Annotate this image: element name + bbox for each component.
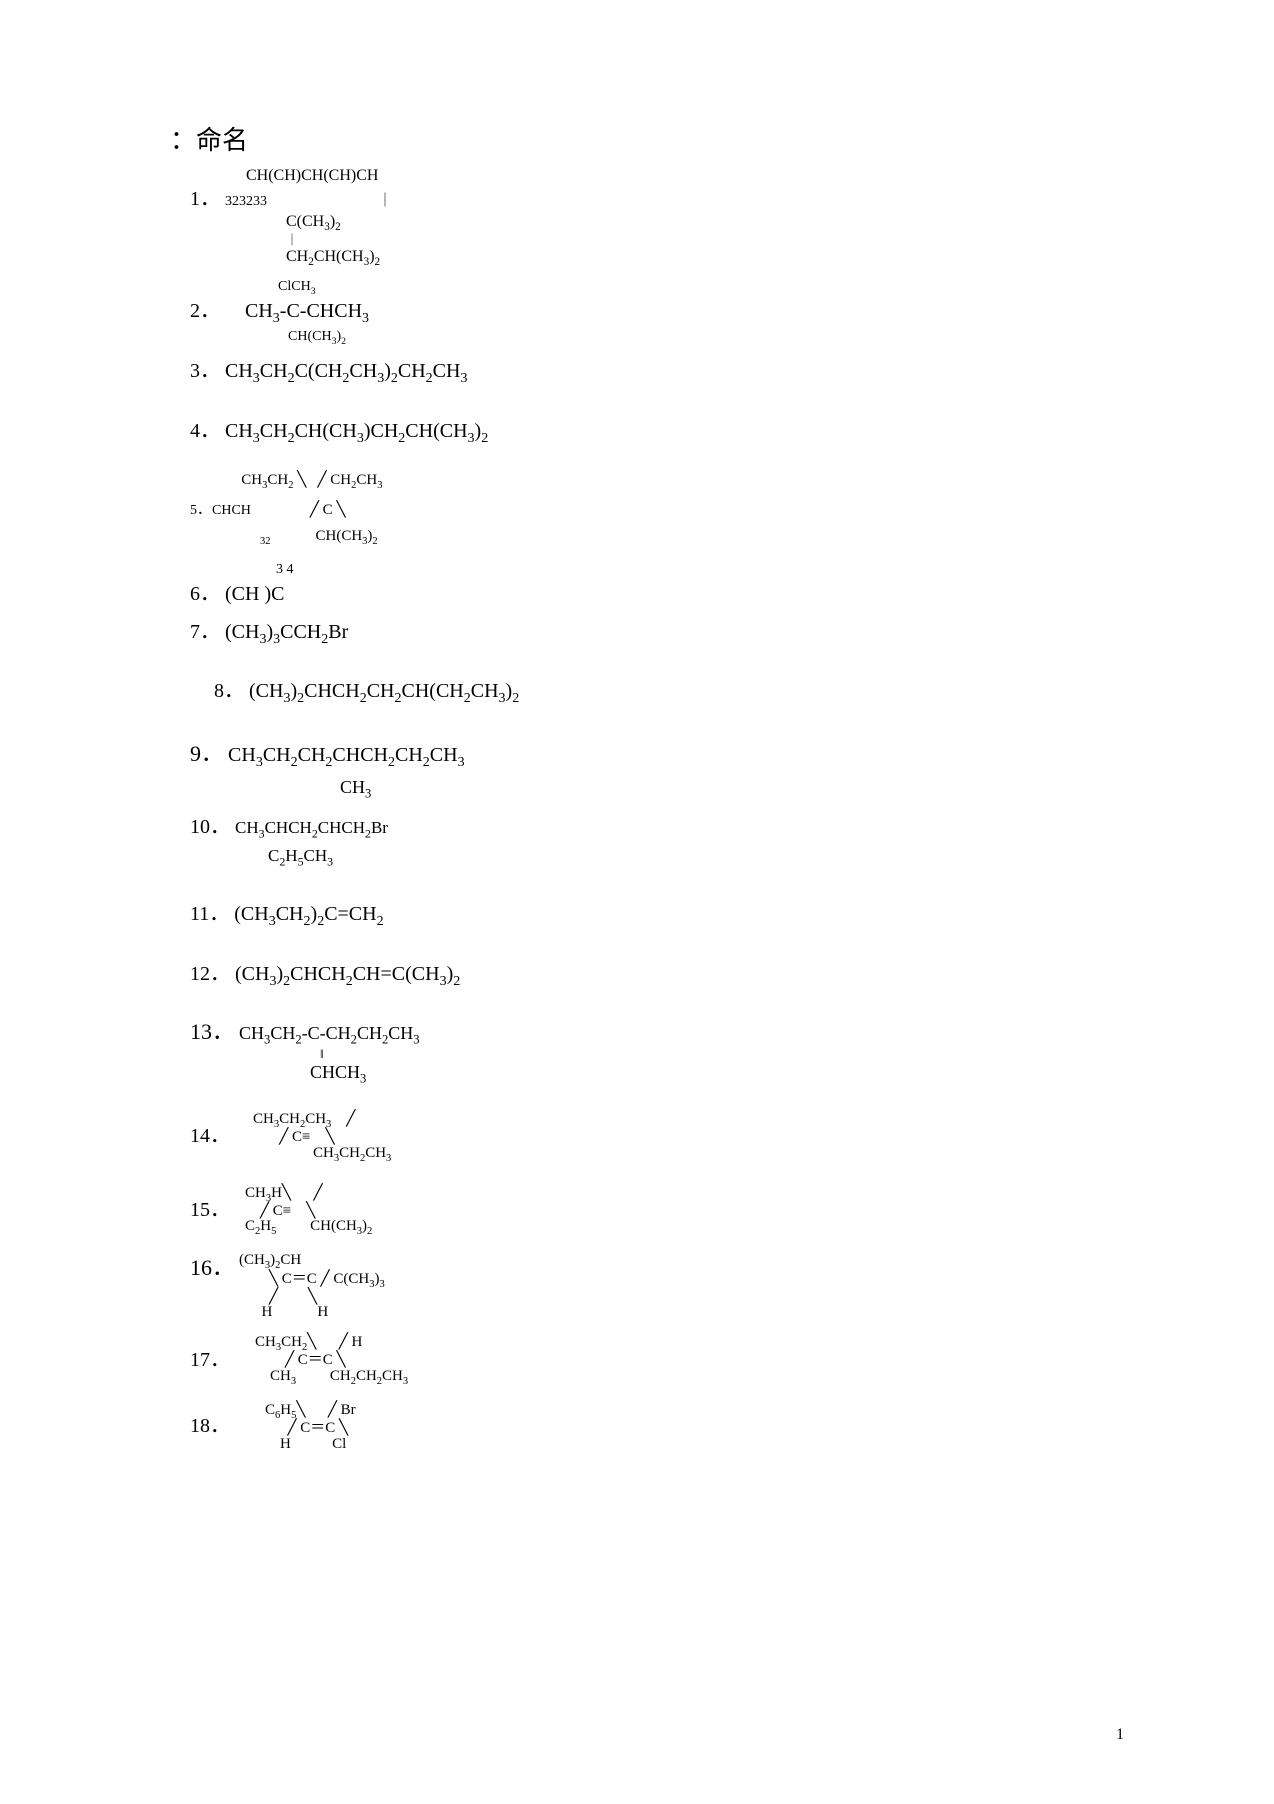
problem-12: 12． (CH3)2CHCH2CH=C(CH3)2	[190, 960, 1114, 992]
page-title: ：命名	[170, 120, 1114, 157]
formula-line: C2H5CH3	[268, 844, 1114, 870]
problem-2: ClCH3 2． CH3-C-CHCH3 CH(CH3)2	[190, 279, 1114, 347]
item-number: 3．	[190, 357, 220, 385]
formula-line: ╲ C＝C ╱ C(CH3)3	[239, 1272, 385, 1290]
formula-line: (CH3)2CH	[239, 1253, 385, 1271]
item-number: 16．	[190, 1253, 234, 1284]
item-number: 5．	[190, 503, 211, 518]
formula-line: CH3 CH2CH2CH3	[255, 1369, 408, 1387]
formula-line: (CH3)3CCH2Br	[225, 621, 348, 643]
item-number: 8．	[214, 677, 244, 705]
formula-line: CH3CH2CH3 ╱	[253, 1112, 391, 1130]
item-number: 9．	[190, 739, 223, 770]
formula-line: CH2CH(CH3)2	[286, 248, 1114, 269]
document-page: ：命名 CH(CH)CH(CH)CH 1． 323233 ｜ C(CH3)2 ｜…	[0, 0, 1274, 1502]
formula-line: C2H5 CH(CH3)2	[245, 1219, 372, 1237]
item-number: 6．	[190, 580, 220, 608]
double-bond-icon: ‖	[320, 1049, 1114, 1059]
formula-line: ╱ C≡ ╲	[253, 1130, 391, 1146]
problem-6: 3 4 6． (CH )C	[190, 560, 1114, 608]
formula-line: ╱ C ╲	[310, 502, 346, 518]
formula-line: (CH3)2CHCH2CH=C(CH3)2	[235, 963, 460, 985]
problem-14: 14． CH3CH2CH3 ╱ ╱ C≡ ╲ CH3CH2CH3	[190, 1112, 1114, 1164]
formula-line: CH3CH2 ╲ ╱ CH2CH3	[230, 473, 382, 491]
item-number: 4．	[190, 417, 220, 445]
problem-11: 11． (CH3CH2)2C=CH2	[190, 900, 1114, 932]
item-number: 12．	[190, 960, 230, 988]
formula-line: CHCH	[212, 503, 251, 518]
formula-line: CH(CH)CH(CH)CH	[246, 167, 1114, 185]
formula-line: CH3CH2CH3	[253, 1146, 391, 1164]
formula-line: CH3CH2-C-CH2CH2CH3	[239, 1023, 420, 1043]
formula-line: (CH3CH2)2C=CH2	[234, 903, 383, 925]
formula-line: CH(CH3)2	[288, 329, 1114, 347]
item-number: 13．	[190, 1017, 234, 1048]
formula-line: C6H5╲ ╱ Br	[265, 1403, 356, 1421]
formula-line: ╱ C＝C ╲	[255, 1353, 408, 1369]
problem-10: 10． CH3CHCH2CHCH2Br C2H5CH3	[190, 813, 1114, 870]
formula-line: CH3CH2C(CH2CH3)2CH2CH3	[225, 360, 467, 382]
problem-5: CH3CH2 ╲ ╱ CH2CH3 5． CHCH ╱ C ╲ 32 CH(CH…	[190, 466, 1114, 550]
formula-line: CH3CHCH2CHCH2Br	[235, 818, 388, 837]
problem-1: CH(CH)CH(CH)CH 1． 323233 ｜ C(CH3)2 ｜ CH2…	[190, 167, 1114, 269]
item-number: 7．	[190, 618, 220, 646]
formula-line: ClCH3	[278, 279, 1114, 297]
formula-line: CH3	[340, 775, 1114, 803]
problem-7: 7． (CH3)3CCH2Br	[190, 618, 1114, 650]
subscript-text: 323233	[225, 194, 267, 209]
item-number: 10．	[190, 813, 230, 841]
formula-line: CH3CH2CH(CH3)CH2CH(CH3)2	[225, 420, 488, 442]
formula-line: ╱ ╲	[239, 1290, 385, 1306]
subscript-text: 32 CH(CH3)2	[260, 529, 378, 547]
problem-16: 16． (CH3)2CH ╲ C＝C ╱ C(CH3)3 ╱ ╲ H H	[190, 1253, 1114, 1321]
formula-line: ╱ C＝C ╲	[265, 1421, 356, 1437]
problem-9: 9． CH3CH2CH2CHCH2CH2CH3 CH3	[190, 739, 1114, 803]
item-number: 17．	[190, 1346, 230, 1374]
item-number: 1．	[190, 185, 220, 213]
formula-line: (CH3)2CHCH2CH2CH(CH2CH3)2	[249, 680, 519, 702]
problem-18: 18． C6H5╲ ╱ Br ╱ C＝C ╲ H Cl	[190, 1403, 1114, 1453]
formula-line: CH3-C-CHCH3	[245, 300, 369, 322]
formula-line: CH3CH2╲ ╱ H	[255, 1335, 408, 1353]
formula-line: CH3H╲ ╱	[245, 1186, 372, 1204]
problem-17: 17． CH3CH2╲ ╱ H ╱ C＝C ╲ CH3 CH2CH2CH3	[190, 1335, 1114, 1387]
formula-line: ╱ C≡ ╲	[245, 1204, 372, 1220]
formula-line: (CH )C	[225, 583, 284, 605]
problem-8: 8． (CH3)2CHCH2CH2CH(CH2CH3)2	[214, 677, 1114, 709]
problem-13: 13． CH3CH2-C-CH2CH2CH3 ‖ CHCH3	[190, 1017, 1114, 1088]
formula-line: H H	[239, 1305, 385, 1321]
item-number: 18．	[190, 1412, 230, 1440]
item-number: 15．	[190, 1196, 230, 1224]
item-number: 11．	[190, 900, 229, 928]
formula-line: CHCH3	[310, 1060, 1114, 1088]
item-number: 2．	[190, 297, 220, 325]
formula-line: H Cl	[265, 1437, 356, 1453]
superscript-text: 3 4	[276, 560, 1114, 580]
problem-3: 3． CH3CH2C(CH2CH3)2CH2CH3	[190, 357, 1114, 389]
problem-4: 4． CH3CH2CH(CH3)CH2CH(CH3)2	[190, 417, 1114, 449]
page-number: 1	[1116, 1726, 1124, 1744]
formula-line: C(CH3)2	[286, 213, 1114, 234]
problem-15: 15． CH3H╲ ╱ ╱ C≡ ╲ C2H5 CH(CH3)2	[190, 1186, 1114, 1238]
formula-line: CH3CH2CH2CHCH2CH2CH3	[228, 744, 465, 766]
item-number: 14．	[190, 1122, 230, 1150]
